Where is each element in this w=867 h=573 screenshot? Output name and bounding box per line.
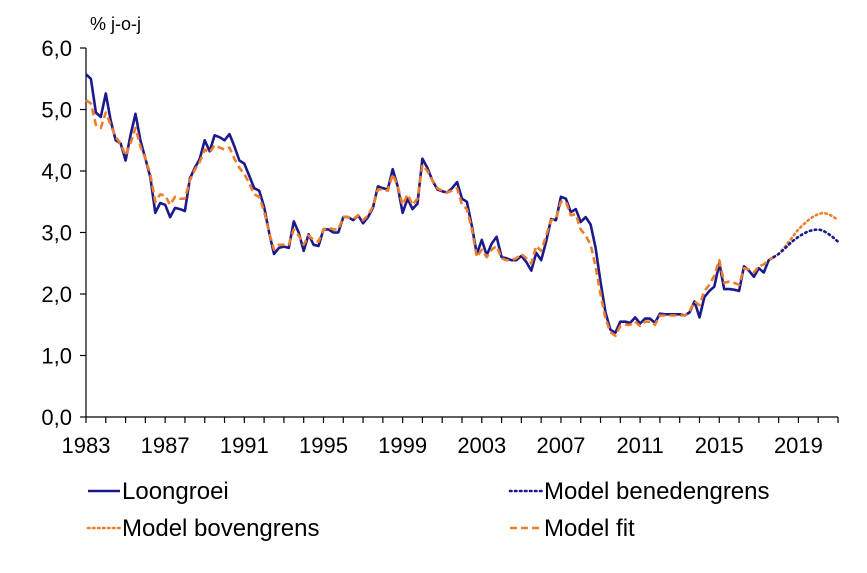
legend: Loongroei Model benedengrens Model bovengr… xyxy=(86,478,770,542)
series-line-loongroei xyxy=(85,73,775,335)
x-tick-label: 2011 xyxy=(616,433,663,458)
y-axis-label: % j-o-j xyxy=(90,14,141,34)
x-tick-label: 1987 xyxy=(141,433,190,458)
y-tick-label: 4,0 xyxy=(41,159,72,184)
y-tick-label: 3,0 xyxy=(41,221,72,246)
y-tick-label: 2,0 xyxy=(41,282,72,307)
y-tick-label: 6,0 xyxy=(41,36,72,61)
y-tick-label: 1,0 xyxy=(41,344,72,369)
x-tick-label: 2007 xyxy=(536,433,585,458)
y-axis: 0,0 1,0 2,0 3,0 4,0 5,0 6,0 xyxy=(41,36,87,430)
legend-label-benedengrens: Model benedengrens xyxy=(544,478,770,505)
series-line-fit xyxy=(85,99,775,338)
x-tick-label: 2015 xyxy=(695,433,744,458)
x-tick-label: 1999 xyxy=(378,433,427,458)
x-tick-label: 1991 xyxy=(220,433,269,458)
legend-label-fit: Model fit xyxy=(544,515,635,542)
x-tick-label: 1983 xyxy=(62,433,111,458)
legend-label-bovengrens: Model bovengrens xyxy=(122,515,319,542)
x-axis: 1983 1987 1991 1995 1999 2003 2007 2011 2015 2019 xyxy=(62,416,839,458)
x-tick-label: 1995 xyxy=(299,433,348,458)
y-tick-label: 0,0 xyxy=(41,405,72,430)
x-tick-label: 2019 xyxy=(774,433,823,458)
legend-label-loongroei: Loongroei xyxy=(122,478,229,505)
y-tick-label: 5,0 xyxy=(41,98,72,123)
plot-area xyxy=(85,73,840,338)
series-line-benedengrens xyxy=(772,228,840,259)
x-tick-label: 2003 xyxy=(457,433,506,458)
